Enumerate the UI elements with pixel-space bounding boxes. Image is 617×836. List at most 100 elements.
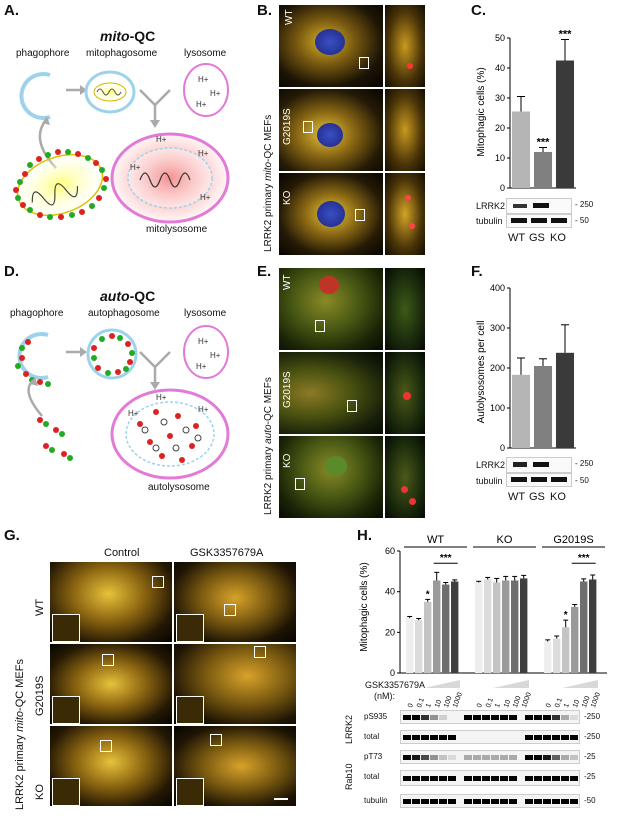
- blot-band: [543, 735, 551, 740]
- blot-band: [525, 799, 533, 804]
- col-label-gsk: GSK3357679A: [190, 547, 264, 559]
- col-label-control: Control: [104, 547, 140, 559]
- bar-gs: [533, 366, 553, 448]
- dose-label: 0: [407, 703, 415, 709]
- category-label-wt: WT: [508, 491, 526, 503]
- chart-f-ylabel: Autolysosomes per cell: [476, 321, 487, 424]
- row-label-ko-e: KO: [282, 453, 293, 468]
- sig-g2019s-bracket: ***: [578, 553, 590, 564]
- bar-g2019s-dose-3: [571, 606, 579, 673]
- blot-band: [473, 776, 481, 781]
- blot-band: [491, 715, 499, 720]
- blot-band: [473, 715, 481, 720]
- blot-c-tubulin: [506, 214, 572, 228]
- panel-label-d: D.: [4, 263, 19, 280]
- category-label-ko: KO: [550, 232, 566, 244]
- y-tick-label: 300: [490, 323, 505, 333]
- micrograph-g-g2019s-gsk: [174, 644, 296, 724]
- blot-h-row-ps935: [400, 710, 580, 724]
- blot-band: [552, 755, 560, 760]
- micrograph-b-ko-zoom: [385, 173, 425, 255]
- blot-band: [482, 715, 490, 720]
- panel-label-b: B.: [257, 2, 272, 19]
- blot-h-group-rab10: Rab10: [344, 763, 354, 790]
- blot-band: [491, 799, 499, 804]
- panel-label-g: G.: [4, 527, 20, 544]
- svg-text:H+: H+: [198, 337, 209, 346]
- panel-label-c: C.: [471, 2, 486, 19]
- dose-label: 0.1: [416, 697, 426, 709]
- blot-band: [534, 755, 542, 760]
- blot-band: [403, 776, 411, 781]
- auto-qc-diagram: H+ H+ H+ H+ H+ H+: [15, 325, 230, 480]
- chart-c-sig-ko: ***: [559, 29, 573, 41]
- blot-band: [412, 715, 420, 720]
- blot-band: [412, 755, 420, 760]
- blot-h-mw-2: -250: [584, 732, 601, 741]
- blot-band: [552, 776, 560, 781]
- blot-band: [412, 776, 420, 781]
- chart-c-categories: WT GS KO: [506, 232, 570, 246]
- blot-band: [552, 735, 560, 740]
- svg-text:H+: H+: [156, 393, 167, 402]
- blot-band: [430, 715, 438, 720]
- mito-qc-title: mito-QC: [100, 28, 156, 44]
- svg-text:H+: H+: [210, 89, 221, 98]
- blot-band: [534, 799, 542, 804]
- blot-band: [421, 776, 429, 781]
- label-lysosome-a: lysosome: [184, 48, 227, 59]
- blot-band: [525, 715, 533, 720]
- bar-g2019s-dose-4: [580, 581, 588, 673]
- panel-label-h: H.: [357, 527, 372, 544]
- blot-h-label-total-lrrk2: total: [364, 732, 380, 741]
- dose-label: 1000: [521, 692, 533, 709]
- blot-band: [421, 735, 429, 740]
- micrograph-e-g2019s-zoom: [385, 352, 425, 434]
- blot-h-label-pt73: pT73: [364, 752, 383, 761]
- blot-band: [430, 776, 438, 781]
- blot-band: [412, 799, 420, 804]
- row-label-g2019s-e: G2019S: [282, 371, 293, 408]
- y-tick-label: 200: [490, 363, 505, 373]
- blot-band: [403, 799, 411, 804]
- blot-band: [421, 755, 429, 760]
- blot-band: [543, 755, 551, 760]
- blot-band: [448, 799, 456, 804]
- blot-band: [500, 755, 508, 760]
- svg-text:H+: H+: [198, 405, 209, 414]
- bar-wt-dose-2: [424, 601, 432, 673]
- blot-band: [561, 735, 569, 740]
- dose-label: 1: [425, 703, 433, 709]
- blot-band: [448, 776, 456, 781]
- svg-text:H+: H+: [210, 351, 221, 360]
- y-tick-label: 40: [385, 587, 395, 597]
- blot-band: [448, 755, 456, 760]
- dose-wedge-wt: [424, 680, 460, 688]
- blot-band: [525, 735, 533, 740]
- bar-g2019s-dose-0: [544, 641, 552, 673]
- phagophore-shape-d: [17, 332, 49, 380]
- y-tick-label: 400: [490, 283, 505, 293]
- micrograph-b-g2019s: G2019S: [279, 89, 383, 171]
- micrograph-g-ko-gsk: [174, 726, 296, 806]
- micrograph-b-wt-zoom: [385, 5, 425, 87]
- svg-text:H+: H+: [196, 100, 207, 109]
- chart-c: Mitophagic cells (%) 0 10 20 30 40 50 *** ***: [476, 29, 576, 193]
- blot-band: [525, 755, 533, 760]
- blot-band: [570, 799, 578, 804]
- blot-band: [561, 776, 569, 781]
- category-label-ko: KO: [550, 491, 566, 503]
- panel-label-e: E.: [257, 263, 272, 280]
- label-autophagosome: autophagosome: [88, 308, 160, 319]
- blot-h-mw-4: -25: [584, 772, 596, 781]
- row-label-wt-b: WT: [284, 9, 295, 25]
- dose-label: 100: [512, 695, 523, 708]
- blot-band: [491, 755, 499, 760]
- svg-text:H+: H+: [196, 362, 207, 371]
- y-tick-label: 40: [495, 63, 505, 73]
- blot-band: [570, 776, 578, 781]
- blot-band: [464, 715, 472, 720]
- blot-band: [552, 715, 560, 720]
- dose-label: 0.1: [554, 697, 564, 709]
- chart-f: Autolysosomes per cell 0 100 200 300 400: [476, 283, 576, 453]
